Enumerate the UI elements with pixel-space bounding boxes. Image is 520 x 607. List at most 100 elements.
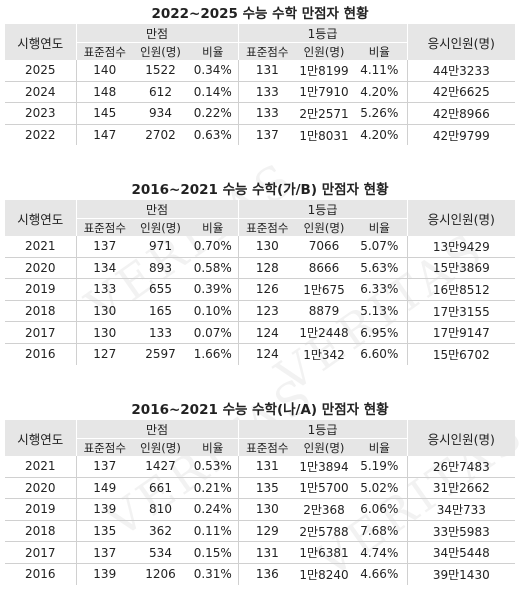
table-cell: 15만6702 — [406, 343, 516, 365]
table-row: 2019 133 655 0.39% 126 1만675 6.33% 16만8512 — [5, 278, 516, 301]
header-ratio: 비율 — [188, 218, 239, 236]
table-cell: 126 — [237, 278, 297, 301]
header-year: 시행연도 — [5, 420, 76, 456]
table-cell: 131 — [237, 60, 297, 82]
header-count: 인원(명) — [133, 42, 188, 60]
table-cell: 1만2448 — [296, 321, 353, 344]
table-cell: 137 — [237, 124, 297, 146]
table-row: 2021 137 1427 0.53% 131 1만3894 5.19% 26만7483 — [5, 456, 516, 478]
table-cell: 1만675 — [296, 278, 353, 301]
table-cell: 934 — [133, 102, 188, 125]
table-cell: 5.63% — [352, 257, 408, 280]
header-ratio: 비율 — [352, 438, 408, 456]
table-cell: 2023 — [5, 102, 76, 125]
table-cell: 145 — [75, 102, 133, 125]
table-cell: 0.07% — [188, 321, 239, 344]
table-cell: 127 — [75, 343, 133, 365]
table-cell: 2025 — [5, 60, 76, 82]
header-first-grade: 1등급 — [237, 24, 408, 43]
table-cell: 4.66% — [360, 567, 399, 582]
table-cell: 1522 — [133, 60, 188, 82]
table-section-ga-b: 2016~2021 수능 수학(가/B) 만점자 현황 시행연도 만점 1등급 응시인원… — [5, 180, 516, 365]
header-count: 인원(명) — [296, 218, 353, 236]
table-row: 2017 137 534 0.15% 131 1만6381 4.74% 34만5448 — [5, 541, 516, 564]
table-cell: 130 — [237, 236, 297, 258]
table-cell: 0.70% — [188, 236, 239, 258]
table-cell: 131 — [237, 456, 297, 478]
table-cell: 1만8031 — [299, 128, 349, 143]
table-cell: 4.74% — [352, 541, 408, 564]
table-cell: 2020 — [5, 477, 76, 500]
table-row: 2019 139 810 0.24% 130 2만368 6.06% 34만733 — [5, 498, 516, 521]
table-cell: 137 — [75, 456, 133, 478]
table-cell: 0.14% — [188, 81, 239, 104]
table-cell: 0.11% — [188, 520, 239, 543]
table-cell: 131 — [237, 541, 297, 564]
table-cell: 2018 — [5, 520, 76, 543]
table-cell: 2024 — [5, 81, 76, 104]
table-cell: 1만5700 — [296, 477, 353, 500]
table-cell: 148 — [75, 81, 133, 104]
table-cell: 1만6381 — [296, 541, 353, 564]
table-row: 2016 127 2597 1.66% 124 1만342 6.60% 15만6702 — [5, 343, 516, 365]
table-cell: 2597 — [145, 347, 176, 362]
stats-table: 시행연도 만점 1등급 응시인원(명) 표준점수 인원(명) 비율 표준점수 인원(명) 비율 20… — [5, 420, 516, 585]
table-cell: 661 — [133, 477, 188, 500]
table-cell: 0.34% — [188, 60, 239, 82]
table-cell: 0.53% — [188, 456, 239, 478]
header-ratio: 비율 — [352, 42, 408, 60]
table-cell: 1206 — [145, 567, 176, 582]
table-cell: 2만5788 — [296, 520, 353, 543]
table-cell: 5.07% — [352, 236, 408, 258]
table-cell: 2017 — [5, 541, 76, 564]
table-cell: 4.20% — [360, 128, 399, 143]
table-cell: 2020 — [5, 257, 76, 280]
table-cell: 1만8199 — [296, 60, 353, 82]
table-row: 2021 137 971 0.70% 130 7066 5.07% 13만9429 — [5, 236, 516, 258]
header-total: 응시인원(명) — [406, 24, 516, 60]
table-row: 2020 134 893 0.58% 128 8666 5.63% 15만3869 — [5, 257, 516, 280]
table-cell: 1.66% — [193, 347, 232, 362]
table-cell: 6.06% — [352, 498, 408, 521]
table-section-2022-2025: 2022~2025 수능 수학 만점자 현황 시행연도 만점 1등급 응시인원(명) 표준… — [5, 4, 516, 146]
header-ratio: 비율 — [188, 42, 239, 60]
table-cell: 6.33% — [352, 278, 408, 301]
table-cell: 2019 — [5, 498, 76, 521]
table-cell: 810 — [133, 498, 188, 521]
table-cell: 124 — [237, 343, 297, 365]
table-cell: 2021 — [5, 236, 76, 258]
table-cell: 534 — [133, 541, 188, 564]
table-cell: 135 — [237, 477, 297, 500]
table-cell: 655 — [133, 278, 188, 301]
table-cell: 17만3155 — [406, 300, 516, 323]
table-cell: 139 — [75, 498, 133, 521]
table-cell: 2만368 — [296, 498, 353, 521]
header-count: 인원(명) — [133, 218, 188, 236]
header-perfect: 만점 — [75, 24, 239, 43]
table-cell: 2702 — [145, 128, 176, 143]
table-row: 2023 145 934 0.22% 133 2만2571 5.26% 42만8966 — [5, 102, 516, 125]
table-cell: 15만3869 — [406, 257, 516, 280]
table-row: 2018 135 362 0.11% 129 2만5788 7.68% 33만5983 — [5, 520, 516, 543]
table-cell: 4.11% — [352, 60, 408, 82]
table-cell: 1만8240 — [299, 567, 349, 582]
table-cell: 42만9799 — [406, 124, 516, 146]
table-cell: 0.15% — [188, 541, 239, 564]
header-std: 표준점수 — [237, 42, 297, 60]
table-cell: 135 — [75, 520, 133, 543]
header-std: 표준점수 — [75, 42, 133, 60]
header-total: 응시인원(명) — [406, 420, 516, 456]
header-perfect: 만점 — [75, 420, 239, 439]
table-cell: 130 — [75, 321, 133, 344]
table-cell: 140 — [75, 60, 133, 82]
table-cell: 5.13% — [352, 300, 408, 323]
table-cell: 133 — [237, 81, 297, 104]
table-cell: 0.31% — [193, 567, 232, 582]
table-cell: 2017 — [5, 321, 76, 344]
header-count: 인원(명) — [296, 42, 353, 60]
table-cell: 2022 — [24, 128, 56, 143]
table-cell: 133 — [133, 321, 188, 344]
table-cell: 139 — [75, 563, 133, 585]
table-cell: 0.39% — [188, 278, 239, 301]
table-cell: 4.20% — [352, 81, 408, 104]
